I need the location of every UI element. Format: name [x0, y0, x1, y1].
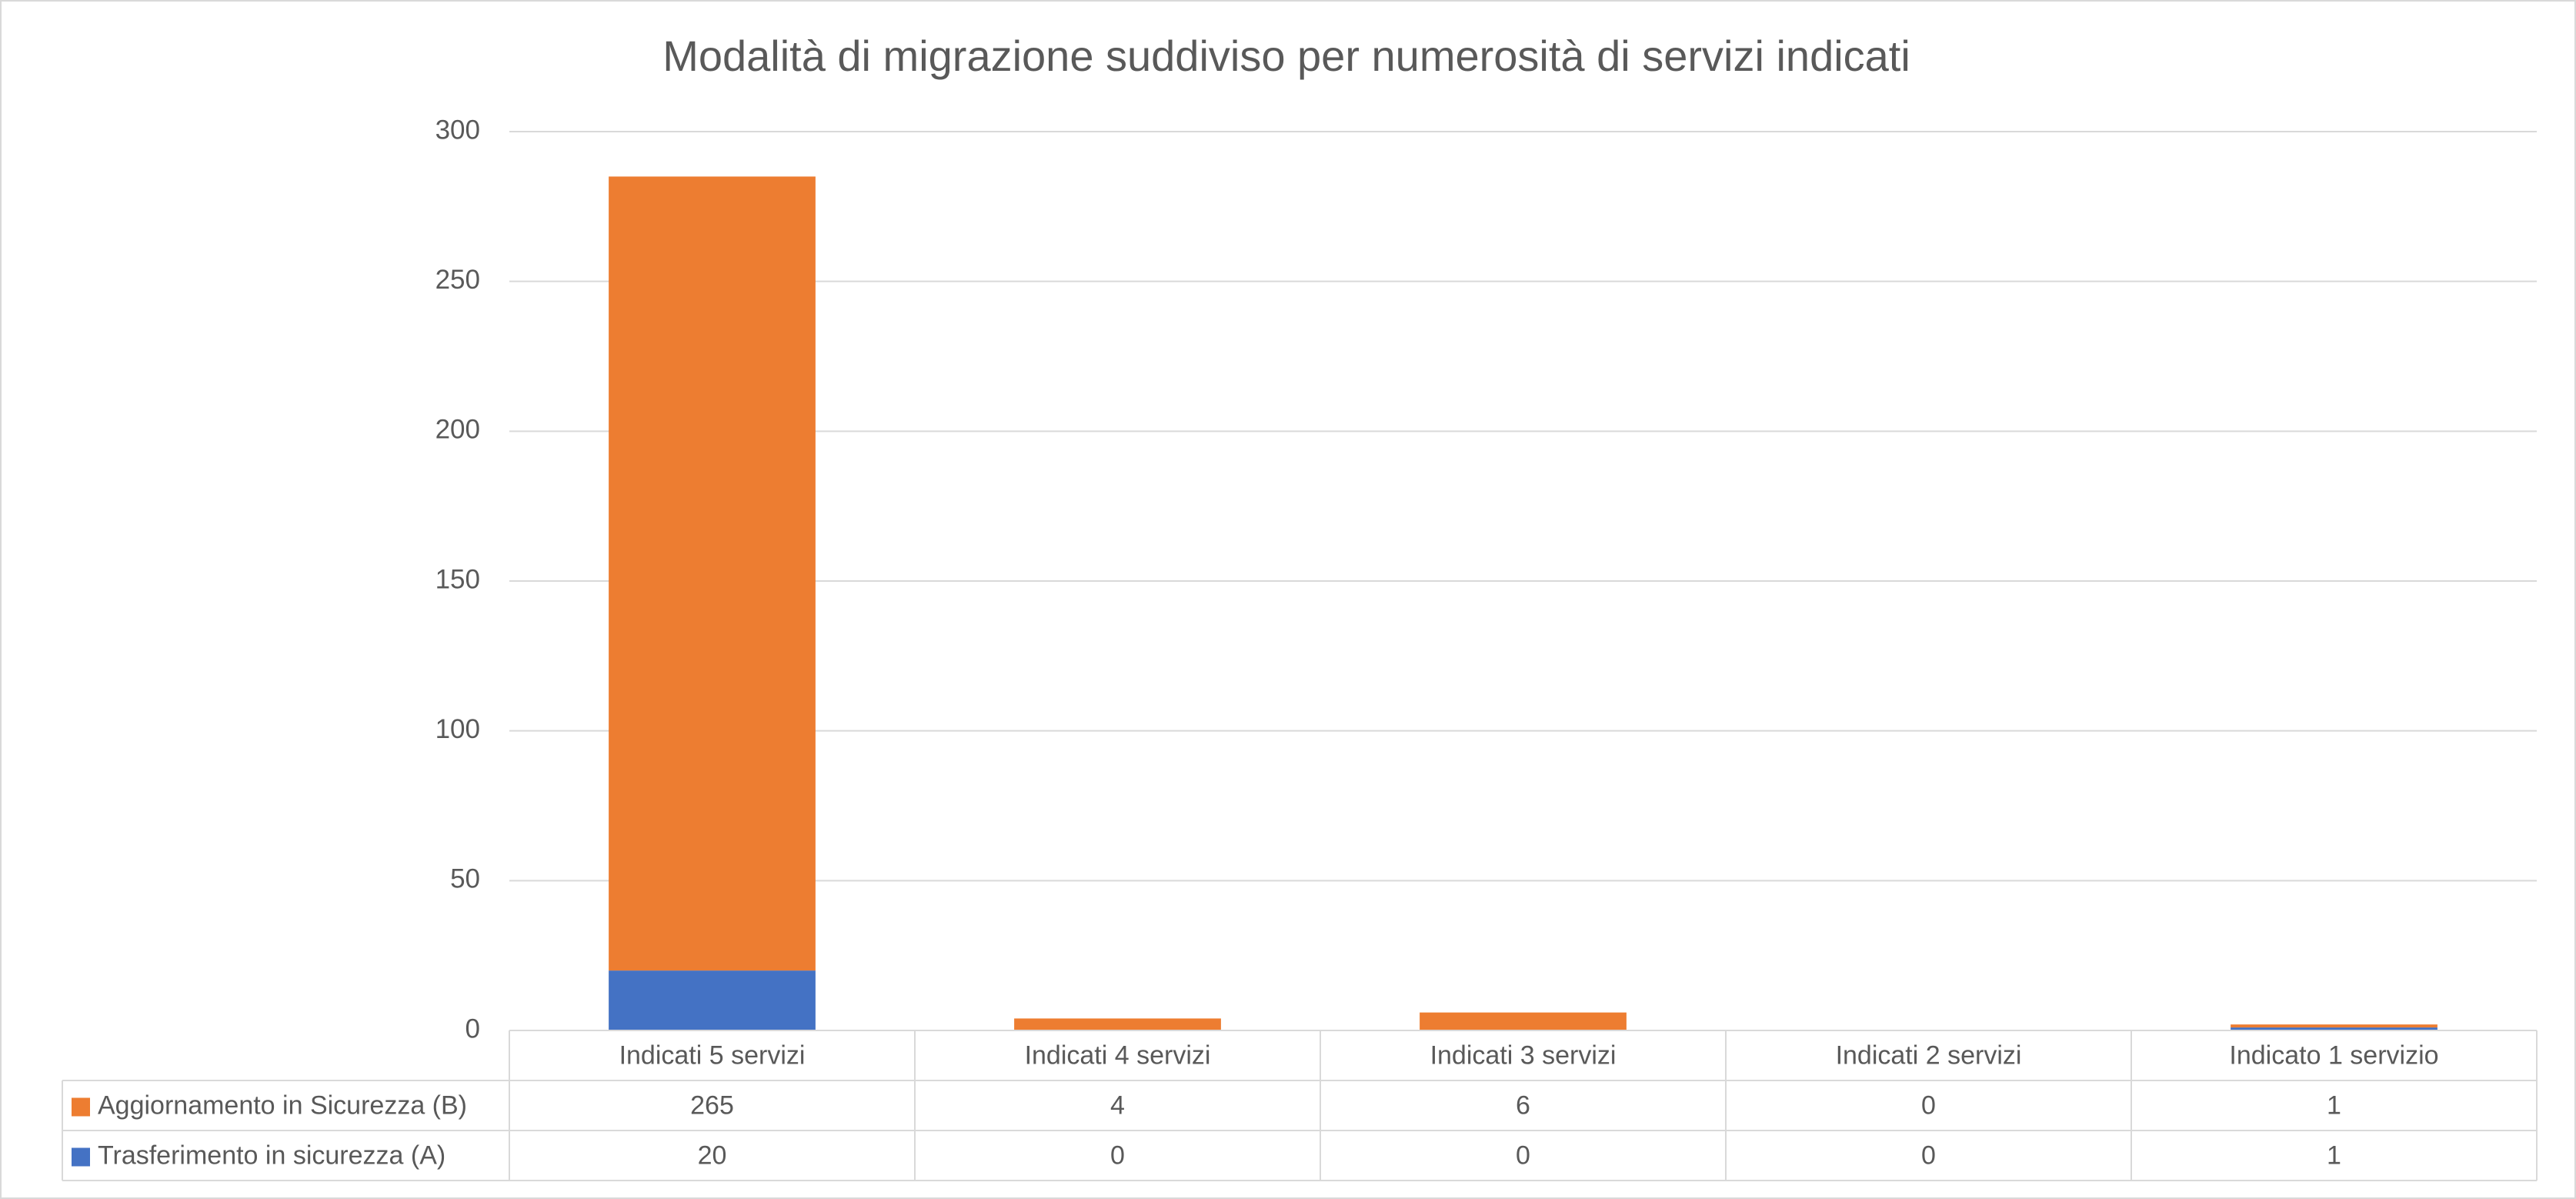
table-value: 0 [1921, 1090, 1936, 1120]
legend-swatch [72, 1097, 90, 1117]
table-value: 20 [698, 1141, 727, 1170]
y-tick-label: 200 [435, 415, 480, 445]
table-value: 6 [1516, 1090, 1530, 1120]
bar-segment [2231, 1024, 2438, 1028]
x-tick-label: Indicati 4 servizi [1025, 1040, 1211, 1070]
y-tick-label: 0 [465, 1014, 480, 1044]
table-value: 1 [2327, 1090, 2341, 1120]
bar-segment [1014, 1018, 1221, 1030]
y-tick-label: 300 [435, 115, 480, 145]
y-tick-label: 250 [435, 265, 480, 295]
bar-segment [2231, 1027, 2438, 1030]
y-tick-label: 50 [450, 864, 480, 894]
x-tick-label: Indicato 1 servizio [2229, 1040, 2438, 1070]
x-tick-label: Indicati 5 servizi [619, 1040, 806, 1070]
bar-segment [1420, 1012, 1627, 1030]
bar-segment [609, 970, 816, 1030]
table-value: 0 [1516, 1141, 1530, 1170]
x-tick-label: Indicati 2 servizi [1836, 1040, 2022, 1070]
chart-title: Modalità di migrazione suddiviso per num… [662, 32, 1910, 80]
table-value: 265 [690, 1090, 734, 1120]
legend-label: Aggiornamento in Sicurezza (B) [98, 1090, 467, 1120]
y-tick-label: 100 [435, 714, 480, 744]
table-value: 0 [1110, 1141, 1125, 1170]
legend-label: Trasferimento in sicurezza (A) [98, 1141, 445, 1170]
table-value: 1 [2327, 1141, 2341, 1170]
y-tick-label: 150 [435, 564, 480, 594]
bar-segment [609, 176, 816, 971]
x-tick-label: Indicati 3 servizi [1430, 1040, 1617, 1070]
table-value: 4 [1110, 1090, 1125, 1120]
legend-swatch [72, 1147, 90, 1167]
table-value: 0 [1921, 1141, 1936, 1170]
